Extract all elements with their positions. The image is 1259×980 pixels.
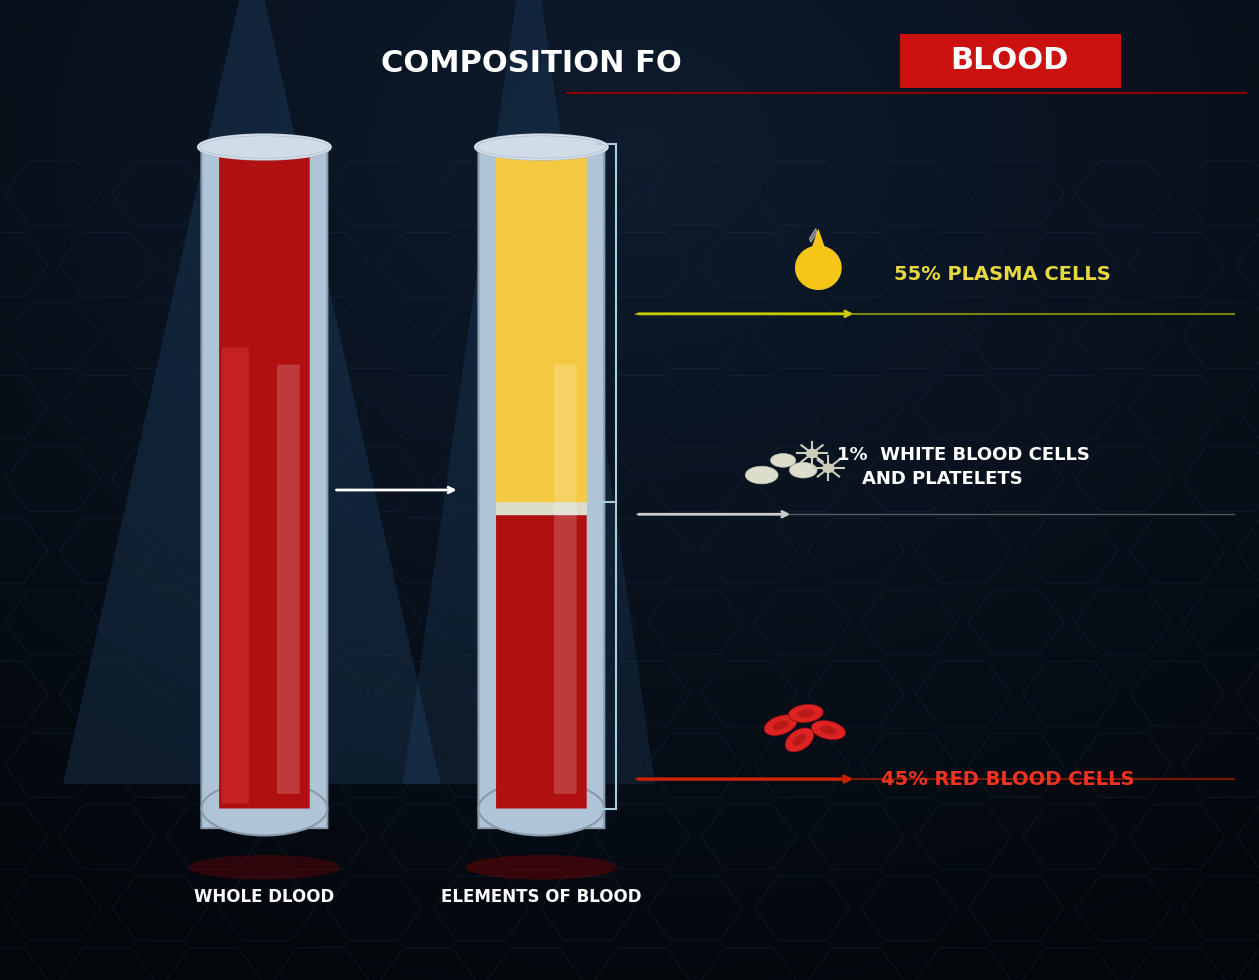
Polygon shape xyxy=(810,228,817,242)
Ellipse shape xyxy=(788,705,823,722)
FancyBboxPatch shape xyxy=(277,365,300,794)
Text: 55% PLASMA CELLS: 55% PLASMA CELLS xyxy=(894,266,1110,284)
Ellipse shape xyxy=(797,710,815,717)
Ellipse shape xyxy=(820,726,837,734)
Ellipse shape xyxy=(786,728,813,752)
Text: WHOLE DLOOD: WHOLE DLOOD xyxy=(194,888,335,906)
Ellipse shape xyxy=(773,720,788,730)
FancyBboxPatch shape xyxy=(219,157,310,808)
FancyBboxPatch shape xyxy=(478,147,604,828)
Ellipse shape xyxy=(811,720,846,740)
Ellipse shape xyxy=(199,134,331,159)
Text: 45% RED BLOOD CELLS: 45% RED BLOOD CELLS xyxy=(881,769,1134,789)
Ellipse shape xyxy=(789,463,817,478)
Ellipse shape xyxy=(478,782,604,835)
Text: ELEMENTS OF BLOOD: ELEMENTS OF BLOOD xyxy=(441,888,642,906)
Ellipse shape xyxy=(806,449,818,459)
Text: BLOOD: BLOOD xyxy=(951,46,1069,75)
Ellipse shape xyxy=(466,855,617,880)
FancyBboxPatch shape xyxy=(496,515,587,808)
Ellipse shape xyxy=(822,464,835,473)
Ellipse shape xyxy=(771,454,796,467)
FancyBboxPatch shape xyxy=(496,144,587,502)
Ellipse shape xyxy=(764,715,797,735)
Ellipse shape xyxy=(189,855,340,880)
Ellipse shape xyxy=(745,466,778,484)
Text: 1%  WHITE BLOOD CELLS
    AND PLATELETS: 1% WHITE BLOOD CELLS AND PLATELETS xyxy=(837,447,1090,488)
Ellipse shape xyxy=(201,782,327,835)
Ellipse shape xyxy=(475,134,607,159)
Polygon shape xyxy=(403,0,655,784)
Ellipse shape xyxy=(793,734,806,746)
Text: COMPOSITION FO: COMPOSITION FO xyxy=(381,49,692,78)
FancyBboxPatch shape xyxy=(900,34,1121,88)
FancyBboxPatch shape xyxy=(222,347,249,804)
Polygon shape xyxy=(63,0,441,784)
Polygon shape xyxy=(806,228,831,265)
Polygon shape xyxy=(796,246,841,289)
FancyBboxPatch shape xyxy=(201,147,327,828)
FancyBboxPatch shape xyxy=(554,365,577,794)
Bar xyxy=(496,502,587,515)
